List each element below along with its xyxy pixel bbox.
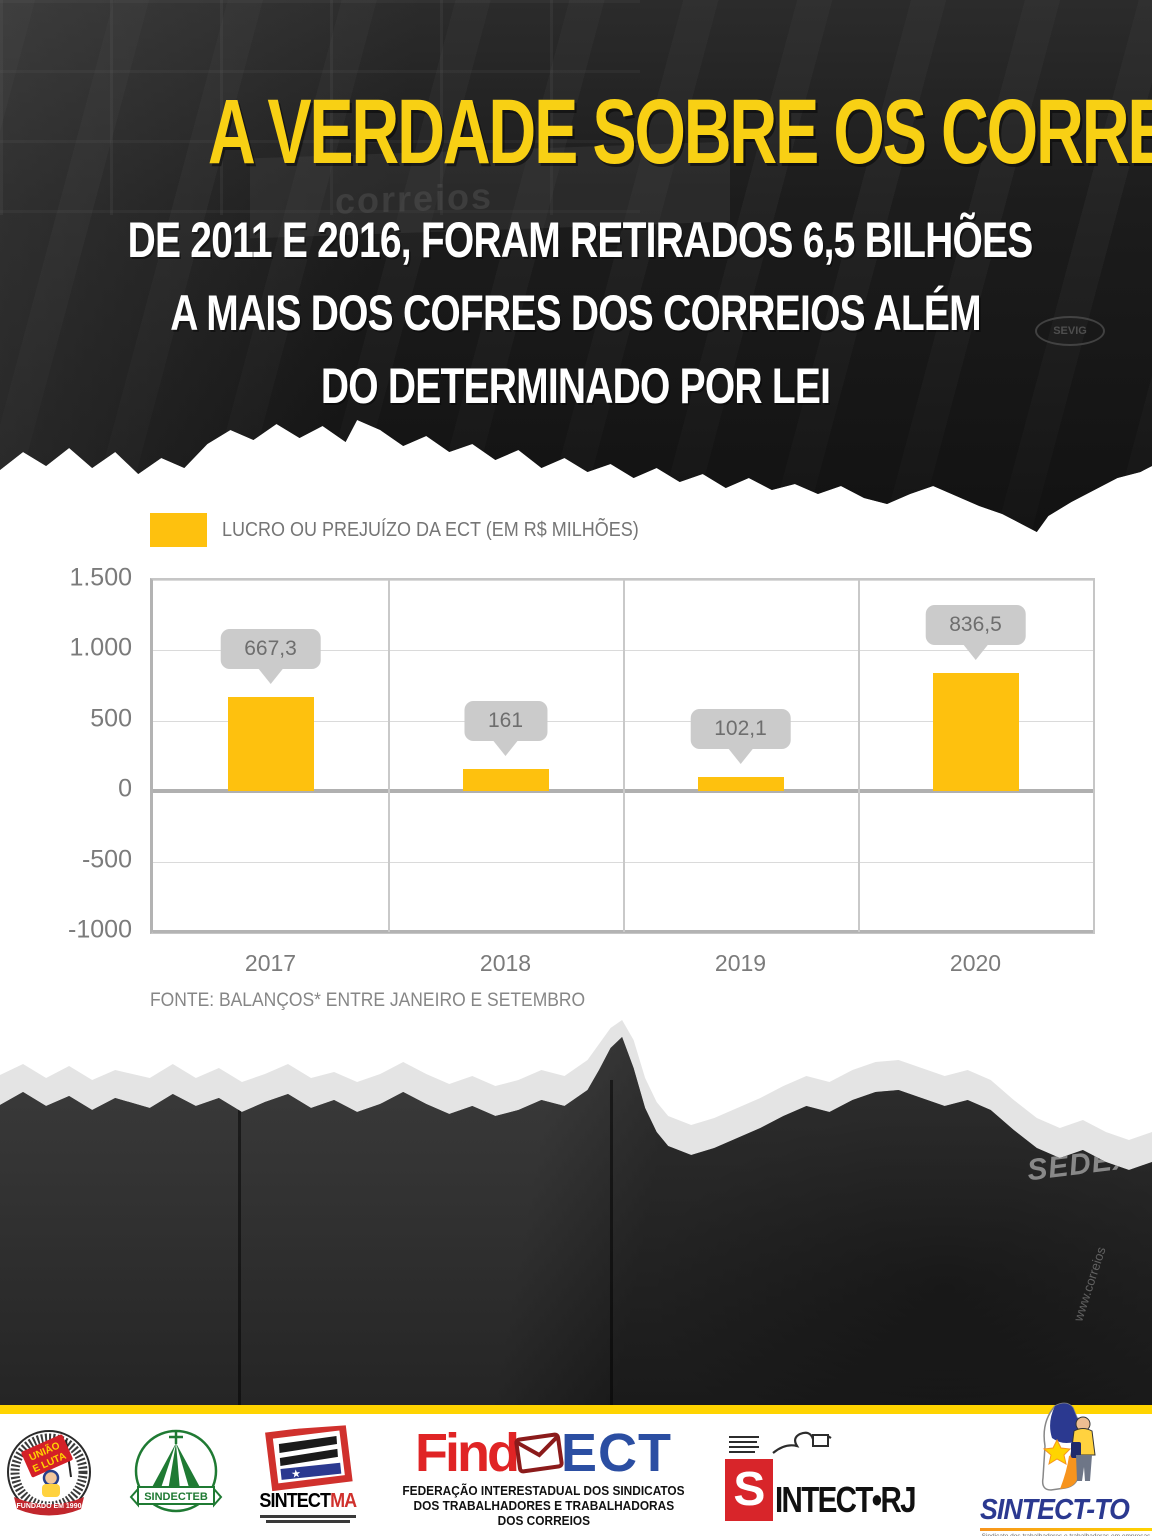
wall-crack (610, 1080, 613, 1405)
storefront-windows (0, 0, 640, 215)
subtitle-line-1: DE 2011 E 2016, FORAM RETIRADOS 6,5 BILH… (127, 212, 1034, 268)
sintectma-caption-bar (259, 1514, 356, 1518)
sintect-to-caption: Sindicato dos trabalhadores e trabalhado… (980, 1533, 1152, 1536)
gridline-x-1 (388, 580, 390, 932)
postal-worker-icon (1070, 1416, 1096, 1481)
uniao-e-luta-badge-icon: UNIÃO E LUTA FUNDADO EM 1990 (7, 1430, 91, 1516)
poster-title: A VERDADE SOBRE OS CORREIOS (207, 81, 1152, 183)
bar-2019 (697, 776, 784, 792)
logo-sintectma: ★ SINTECTMA (254, 1424, 362, 1523)
sintect-rj-name: INTECT•RJ (775, 1479, 917, 1520)
value-callout-2017: 667,3 (220, 629, 321, 685)
envelope-icon (514, 1432, 564, 1473)
wall-crack (238, 1100, 241, 1405)
bar-2017 (227, 697, 314, 792)
maranhao-flag-icon: ★ (264, 1424, 353, 1491)
logo-sintect-rj: S INTECT•RJ (725, 1429, 946, 1521)
logo-sintect-to: SINTECT-TO Sindicato dos trabalhadores e… (976, 1402, 1152, 1536)
logo-sindecteb: SINDECTEB (128, 1427, 224, 1523)
sintect-to-name: SINTECT-TO (980, 1494, 1130, 1526)
value-callout-2019: 102,1 (690, 708, 791, 764)
dove-icon (729, 1431, 832, 1454)
chart-source-note: FONTE: BALANÇOS* ENTRE JANEIRO E SETEMBR… (150, 990, 586, 1011)
legend-swatch (150, 513, 207, 547)
chart-legend: LUCRO OU PREJUÍZO DA ECT (EM R$ MILHÕES) (150, 513, 685, 547)
top-photo-background: correios SEVIG A VERDADE SOBRE OS CORREI… (0, 0, 1152, 532)
y-axis-labels: 1.500 1.000 500 0 -500 -1000 (28, 564, 132, 944)
subtitle-line-3: DO DETERMINADO POR LEI (321, 358, 831, 414)
logo-findect: Find ECT FEDERAÇÃO INTERESTADUAL DOS SIN… (392, 1422, 696, 1529)
y-tick-label-500: 500 (90, 704, 132, 733)
sun-icon (1042, 1438, 1072, 1466)
findect-name-blue: ECT (561, 1422, 672, 1483)
findect-caption-2: DOS TRABALHADORES E TRABALHADORAS DOS CO… (413, 1498, 674, 1528)
findect-caption-1: FEDERAÇÃO INTERESTADUAL DOS SINDICATOS (402, 1483, 685, 1498)
gridline-x-2 (623, 580, 625, 932)
y-tick-label-1.000: 1.000 (69, 633, 132, 662)
sindecteb-tower-icon: SINDECTEB (129, 1429, 223, 1513)
svg-text:★: ★ (290, 1467, 301, 1480)
bar-2018 (462, 768, 549, 792)
y-tick-label-0: 0 (118, 774, 132, 803)
footer-logo-bar: UNIÃO E LUTA FUNDADO EM 1990 (0, 1402, 1152, 1536)
value-callout-2018: 161 (463, 700, 548, 756)
svg-text:FUNDADO EM 1990: FUNDADO EM 1990 (17, 1503, 82, 1510)
sintect-to-underline (980, 1528, 1152, 1531)
y-tick-label-1.500: 1.500 (69, 563, 132, 592)
sintectma-name: SINTECTMA (259, 1489, 357, 1512)
motorcycle-url-text: www.correios (1070, 1245, 1109, 1324)
value-callout-2020: 836,5 (925, 605, 1026, 661)
sintectma-caption-bar (265, 1519, 350, 1523)
chart-plot: 667,3 2017 161 2018 102,1 2019 836,5 2020 (150, 578, 1095, 976)
x-tick-label-2019: 2019 (714, 950, 767, 976)
sintect-rj-s-block: S (725, 1459, 774, 1521)
ribbon-icon (14, 1497, 84, 1516)
x-tick-label-2017: 2017 (244, 950, 297, 976)
footer-yellow-strip (0, 1405, 1152, 1414)
bar-2020 (932, 673, 1019, 792)
y-tick-label--1000: -1000 (68, 915, 132, 944)
sevig-badge: SEVIG (1035, 316, 1105, 346)
findect-name-red: Find (415, 1422, 520, 1483)
gridline-x-3 (858, 580, 860, 932)
poster-title-wrap: A VERDADE SOBRE OS CORREIOS (0, 80, 1152, 185)
x-tick-label-2018: 2018 (479, 950, 532, 976)
svg-text:SINDECTEB: SINDECTEB (144, 1491, 208, 1503)
poster-subtitle: DE 2011 E 2016, FORAM RETIRADOS 6,5 BILH… (0, 210, 1152, 429)
tocantins-map-icon (1041, 1402, 1096, 1491)
legend-label: LUCRO OU PREJUÍZO DA ECT (EM R$ MILHÕES) (222, 518, 639, 541)
logo-uniao-e-luta: UNIÃO E LUTA FUNDADO EM 1990 (0, 1427, 98, 1523)
y-tick-label--500: -500 (81, 845, 132, 874)
x-tick-label-2020: 2020 (949, 950, 1002, 976)
subtitle-line-2: A MAIS DOS COFRES DOS CORREIOS ALÉM (170, 285, 982, 341)
